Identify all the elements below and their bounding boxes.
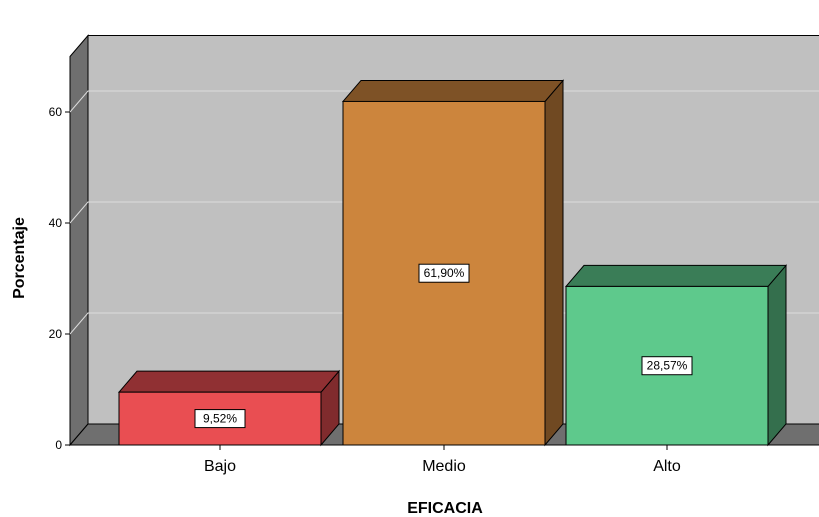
bar-side [544, 79, 564, 447]
bar-side [767, 264, 787, 447]
x-axis-ticks: Bajo Medio Alto [204, 445, 681, 475]
left-wall [69, 34, 89, 447]
data-label: 61,90% [424, 266, 465, 280]
y-tick-label: 40 [49, 216, 63, 230]
y-axis-ticks: 0 20 40 60 [49, 105, 70, 452]
y-axis-title: Porcentaje [11, 217, 28, 299]
bar-top [341, 79, 565, 102]
gridline [69, 90, 819, 113]
bar-alto: 28,57% [564, 264, 788, 447]
gridline [69, 201, 819, 224]
data-label-box [194, 409, 246, 429]
y-tick-label: 0 [55, 438, 62, 452]
x-tick-label: Medio [422, 458, 466, 475]
x-tick-label: Alto [653, 458, 681, 475]
y-tick-label: 60 [49, 105, 63, 119]
data-label-box [418, 263, 470, 283]
bar-front [118, 391, 322, 446]
data-label: 28,57% [647, 359, 688, 373]
x-axis-title: EFICACIA [407, 500, 483, 517]
bar-bajo: 9,52% [117, 369, 341, 447]
data-label: 9,52% [203, 412, 237, 426]
x-tick-label: Bajo [204, 458, 236, 475]
y-tick-label: 20 [49, 327, 63, 341]
bar-top [564, 264, 788, 287]
data-label-box [641, 356, 693, 376]
bars: 9,52% 61,90% 28,57% [117, 79, 788, 447]
bar-top [117, 370, 341, 393]
bar-medio: 61,90% [341, 79, 565, 447]
